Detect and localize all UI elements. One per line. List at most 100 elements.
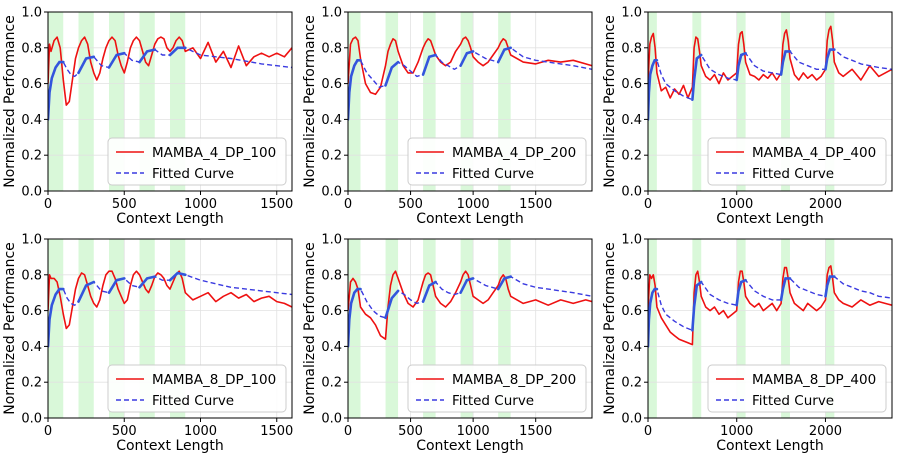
y-tick-label: 0.6 xyxy=(321,304,342,319)
shaded-region xyxy=(348,12,361,191)
legend: MAMBA_4_DP_200 Fitted Curve xyxy=(407,137,587,186)
y-tick-label: 0.2 xyxy=(621,149,642,164)
shaded-region xyxy=(736,12,746,191)
y-axis-label: Normalized Performance xyxy=(2,15,18,188)
legend: MAMBA_4_DP_100 Fitted Curve xyxy=(107,137,287,186)
legend-box xyxy=(107,364,287,413)
y-axis-label: Normalized Performance xyxy=(602,15,618,188)
x-axis-label: Context Length xyxy=(416,438,524,454)
y-tick-label: 0.2 xyxy=(21,376,42,391)
fitted-curve-segment xyxy=(168,271,187,282)
y-tick-label: 0.6 xyxy=(21,77,42,92)
y-tick-label: 0.4 xyxy=(621,113,642,128)
fitted-curve-segment xyxy=(48,60,65,121)
legend-box xyxy=(407,364,587,413)
legend-label: Fitted Curve xyxy=(152,393,234,409)
subplot-mamba-8-dp-100: 0 500 1000 1500 0.0 0.2 0.4 0.6 0.8 1.0 Context Le… xyxy=(2,233,293,455)
y-tick-label: 1.0 xyxy=(321,233,342,248)
x-tick-label: 2000 xyxy=(809,424,842,439)
y-tick-label: 0.4 xyxy=(621,340,642,355)
shaded-region xyxy=(648,239,657,418)
x-tick-label: 1500 xyxy=(519,197,552,212)
legend-label: Fitted Curve xyxy=(152,166,234,182)
performance-line xyxy=(648,265,892,346)
y-tick-label: 0.0 xyxy=(621,412,642,427)
y-tick-label: 0.2 xyxy=(321,149,342,164)
shaded-region xyxy=(781,12,790,191)
legend-label: MAMBA_4_DP_400 xyxy=(752,145,876,161)
axes-frame xyxy=(47,11,293,192)
fitted-curve-segment xyxy=(691,53,703,101)
x-tick-label: 500 xyxy=(112,424,137,439)
fitted-curve-segment xyxy=(824,275,836,298)
legend-label: MAMBA_4_DP_200 xyxy=(452,145,576,161)
x-axis-label: Context Length xyxy=(416,211,524,227)
y-tick-label: 0.2 xyxy=(621,376,642,391)
fitted-curve-segment xyxy=(459,277,475,294)
x-tick-label: 1000 xyxy=(184,197,217,212)
plot-area xyxy=(348,36,592,121)
performance-line xyxy=(348,36,592,96)
legend-box xyxy=(707,364,887,413)
x-tick-label: 1000 xyxy=(457,197,490,212)
y-tick-label: 0.4 xyxy=(321,113,342,128)
y-tick-label: 0.8 xyxy=(621,268,642,283)
y-tick-label: 0.4 xyxy=(21,340,42,355)
shaded-region xyxy=(692,12,702,191)
axes-frame xyxy=(347,238,593,419)
y-tick-label: 0.2 xyxy=(321,376,342,391)
plot-area xyxy=(648,25,892,121)
fitted-curve-segment xyxy=(77,55,96,75)
y-tick-label: 1.0 xyxy=(21,233,42,248)
y-tick-label: 0.4 xyxy=(21,113,42,128)
y-tick-label: 0.6 xyxy=(621,304,642,319)
shaded-region xyxy=(736,239,746,418)
legend: MAMBA_8_DP_100 Fitted Curve xyxy=(107,364,287,413)
plot-area xyxy=(348,270,592,348)
legend-box xyxy=(707,137,887,186)
performance-line xyxy=(648,25,892,99)
fitted-curve-segment xyxy=(691,280,703,332)
fitted-curve-segment xyxy=(107,51,126,69)
fitted-curve-segment xyxy=(648,59,659,121)
plot-area xyxy=(48,36,292,121)
x-tick-label: 500 xyxy=(112,197,137,212)
legend-label: MAMBA_4_DP_100 xyxy=(152,145,276,161)
y-axis-label: Normalized Performance xyxy=(302,242,318,415)
x-tick-label: 0 xyxy=(44,424,52,439)
legend: MAMBA_4_DP_400 Fitted Curve xyxy=(707,137,887,186)
x-tick-label: 0 xyxy=(644,197,652,212)
shaded-region xyxy=(385,239,399,418)
legend-label: Fitted Curve xyxy=(752,166,834,182)
legend-label: MAMBA_8_DP_100 xyxy=(152,372,276,388)
fitted-curve-line xyxy=(648,275,892,347)
fitted-curve-segment xyxy=(735,278,747,307)
subplot-mamba-8-dp-200: 0 500 1000 1500 0.0 0.2 0.4 0.6 0.8 1.0 Context Le… xyxy=(302,233,593,454)
y-tick-label: 1.0 xyxy=(321,6,342,21)
fitted-curve-segment xyxy=(496,46,512,64)
y-axis-label: Normalized Performance xyxy=(302,15,318,188)
shaded-region xyxy=(781,239,790,418)
y-tick-label: 0.8 xyxy=(321,41,342,56)
x-tick-label: 1500 xyxy=(260,197,293,212)
y-tick-label: 0.4 xyxy=(321,340,342,355)
y-tick-label: 1.0 xyxy=(621,233,642,248)
legend-box xyxy=(107,137,287,186)
shaded-region xyxy=(692,239,702,418)
legend-label: Fitted Curve xyxy=(452,166,534,182)
x-tick-label: 500 xyxy=(398,424,423,439)
y-tick-label: 1.0 xyxy=(21,6,42,21)
x-axis-label: Context Length xyxy=(716,438,824,454)
x-tick-label: 1500 xyxy=(519,424,552,439)
subplot-mamba-4-dp-400: 0 1000 2000 0.0 0.2 0.4 0.6 0.8 1.0 Context Lengt… xyxy=(602,6,893,227)
x-tick-label: 2000 xyxy=(809,197,842,212)
fitted-curve-segment xyxy=(824,48,836,71)
x-tick-label: 1000 xyxy=(720,197,753,212)
fitted-curve-segment xyxy=(348,59,362,121)
y-tick-label: 0.0 xyxy=(321,185,342,200)
legend-label: Fitted Curve xyxy=(752,393,834,409)
y-tick-label: 0.8 xyxy=(21,268,42,283)
fitted-curve-segment xyxy=(384,289,400,320)
shaded-region xyxy=(48,12,64,191)
axes-frame xyxy=(347,11,593,192)
